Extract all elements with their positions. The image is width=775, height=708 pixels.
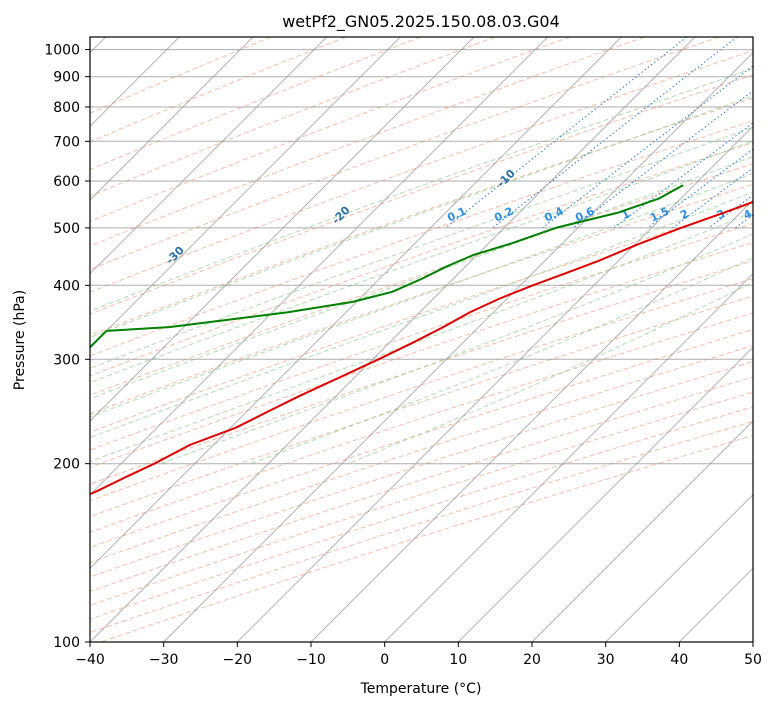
dry-adiabat [90, 37, 570, 223]
x-tick-label: 50 [744, 652, 762, 668]
isotherm [236, 125, 753, 642]
y-tick-label: 600 [53, 174, 80, 190]
dry-adiabat [90, 260, 753, 485]
x-tick-label: 10 [449, 652, 467, 668]
y-tick-label: 1000 [44, 43, 80, 59]
isotherm [384, 272, 753, 642]
profile-lines [90, 184, 753, 496]
mixing-ratio-line [672, 167, 753, 229]
mixing-ratio-line [542, 65, 753, 229]
dry-adiabat [90, 223, 753, 451]
y-tick-label: 100 [53, 635, 80, 651]
isotherm [90, 37, 622, 570]
x-tick-label: 20 [523, 652, 541, 668]
mixing-ratio-line [572, 90, 753, 229]
dry-adiabat [90, 37, 421, 171]
dry-adiabat [90, 360, 753, 578]
dry-adiabat [90, 312, 753, 533]
y-tick-label: 800 [53, 100, 80, 116]
dry-adiabat [90, 97, 753, 336]
mixing-ratio-label: 1.5 [648, 205, 671, 225]
x-tick-label: 0 [380, 652, 389, 668]
y-tick-label: 700 [53, 134, 80, 150]
isotherm [605, 493, 753, 642]
isotherm [90, 37, 401, 349]
dry-adiabat [90, 37, 720, 271]
x-axis-title: Temperature (°C) [360, 681, 482, 697]
plot-frame [89, 36, 754, 643]
mixing-ratio-label: 0.4 [542, 204, 565, 224]
moist-adiabat [90, 191, 753, 439]
dry-adiabat [100, 434, 753, 642]
moist-adiabat [160, 233, 753, 465]
moist-adiabat [90, 155, 753, 400]
dry-adiabat [90, 142, 753, 377]
y-tick-label: 900 [53, 70, 80, 86]
dry-adiabat [90, 295, 753, 518]
dry-adiabat [90, 345, 753, 564]
dry-adiabat [90, 241, 753, 468]
dry-adiabat [90, 50, 753, 293]
isotherm [678, 567, 753, 642]
contour-label: -20 [329, 203, 352, 226]
mixing-ratio-line [492, 37, 738, 229]
mixing-ratio-label: 0.1 [445, 205, 468, 225]
temperature-profile-line [90, 200, 753, 496]
isotherm [310, 199, 753, 642]
x-tick-label: −20 [223, 652, 253, 668]
mixing-ratio-label: 4 [741, 207, 754, 222]
axes: −40 −30 −20 −10 0 10 20 30 40 50 100 200 300 400 500 60… [44, 43, 762, 668]
isotherm [163, 51, 753, 642]
dry-adiabat [90, 376, 753, 592]
dry-adiabat [90, 391, 753, 606]
x-tick-label: −30 [149, 652, 179, 668]
dry-adiabat [90, 328, 753, 549]
x-tick-label: −10 [296, 652, 326, 668]
dry-adiabat [90, 278, 753, 502]
moist-adiabat [347, 281, 753, 465]
dry-adiabat [90, 183, 753, 415]
mixing-ratio-label: 0.2 [492, 205, 515, 225]
moist-adiabat [90, 140, 753, 384]
mixing-ratio-line [734, 214, 753, 229]
contour-label: -30 [164, 244, 187, 267]
isotherm [90, 37, 328, 275]
x-tick-label: 40 [670, 652, 688, 668]
mixing-ratio-label: 2 [678, 207, 690, 222]
dry-adiabat [90, 163, 753, 396]
dry-adiabat [90, 120, 753, 357]
isotherm [457, 346, 753, 642]
y-tick-label: 200 [53, 457, 80, 473]
isotherm [90, 37, 696, 642]
y-axis-title: Pressure (hPa) [12, 290, 28, 390]
y-tick-label: 300 [53, 352, 80, 368]
isotherm [531, 420, 753, 642]
dry-adiabat [90, 37, 346, 143]
background-lines [90, 37, 753, 642]
dry-adiabat [90, 74, 753, 315]
isotherm [90, 37, 475, 422]
dewpoint-profile-line [90, 184, 684, 349]
moist-adiabat [90, 67, 753, 312]
dry-adiabat [90, 37, 496, 197]
isotherm [90, 37, 254, 201]
dry-adiabat [90, 203, 753, 433]
y-tick-label: 400 [53, 278, 80, 294]
isotherm [752, 641, 753, 642]
isotherm [90, 37, 549, 496]
moist-adiabat [90, 172, 753, 418]
dry-adiabat [90, 37, 272, 114]
chart-title: wetPf2_GN05.2025.150.08.03.G04 [282, 12, 560, 32]
y-tick-label: 500 [53, 221, 80, 237]
x-tick-label: −40 [75, 652, 105, 668]
grid-lines [90, 37, 753, 642]
x-tick-label: 30 [597, 652, 615, 668]
